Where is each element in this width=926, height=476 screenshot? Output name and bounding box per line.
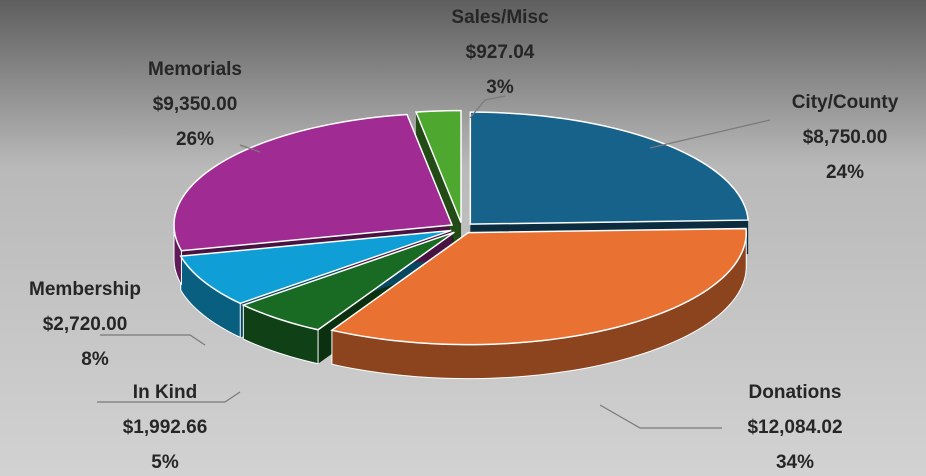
- page: {"chart_data": {"type": "pie3d", "catego…: [0, 0, 926, 476]
- label-category: City/County: [792, 92, 899, 113]
- label-percent: 26%: [176, 129, 214, 150]
- label-category: Memorials: [148, 59, 242, 80]
- label-value: $2,720.00: [43, 314, 128, 335]
- label-value: $12,084.02: [747, 417, 842, 438]
- label-category: In Kind: [133, 382, 197, 403]
- label-value: $9,350.00: [153, 94, 238, 115]
- label-category: Membership: [29, 279, 141, 300]
- chart: City/County $8,750.00 24% Donations $12,084.…: [0, 0, 926, 476]
- label-percent: 24%: [826, 162, 864, 183]
- label-category: Donations: [749, 382, 842, 403]
- label-value: $927.04: [466, 42, 535, 63]
- label-category: Sales/Misc: [451, 7, 549, 28]
- label-value: $1,992.66: [123, 417, 208, 438]
- label-percent: 34%: [776, 452, 814, 473]
- label-percent: 3%: [486, 77, 514, 98]
- label-percent: 8%: [81, 349, 109, 370]
- label-value: $8,750.00: [803, 127, 888, 148]
- label-percent: 5%: [151, 452, 179, 473]
